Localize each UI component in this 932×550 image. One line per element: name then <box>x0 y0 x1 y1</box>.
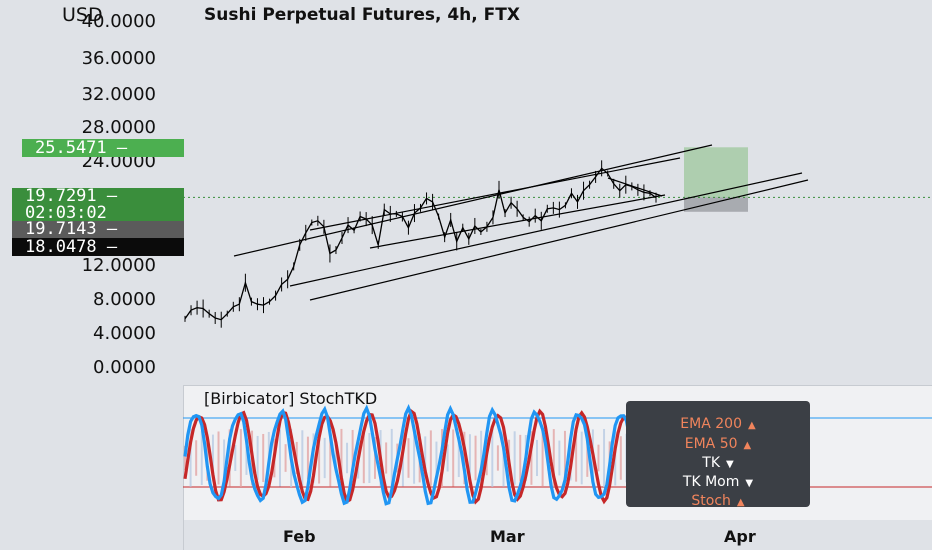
y-tick-label: 40.0000 <box>81 11 156 29</box>
trendline <box>369 194 666 249</box>
y-tick-label: 36.0000 <box>81 48 156 69</box>
triangle-up-icon: ▲ <box>736 497 745 508</box>
indicator-axis-area <box>0 385 183 520</box>
trendline <box>233 144 713 257</box>
y-tick-label: 12.0000 <box>81 255 156 276</box>
legend-item-ema-50[interactable]: EMA 50 ▲ <box>626 436 810 452</box>
candle-countdown: 02:03:02 <box>25 203 107 223</box>
triangle-up-icon: ▲ <box>743 440 752 451</box>
highlight-price-tag[interactable]: 25.5471 – <box>22 139 184 157</box>
y-tick-label: 0.0000 <box>93 357 156 378</box>
y-tick-label: 8.0000 <box>93 289 156 310</box>
y-tick-label: 4.0000 <box>93 323 156 344</box>
x-tick-label: Apr <box>724 527 756 546</box>
current-price-tag[interactable]: 19.7291 –02:03:02 <box>12 188 184 222</box>
legend-label: Stoch <box>691 493 731 509</box>
chart-title: Sushi Perpetual Futures, 4h, FTX <box>204 5 520 25</box>
y-tick-label: 32.0000 <box>81 84 156 105</box>
stoch-slow-line <box>183 408 634 505</box>
axis-divider <box>183 385 184 550</box>
indicator-legend-panel: EMA 200 ▲ EMA 50 ▲ TK ▼ TK Mom ▼ Stoch ▲ <box>626 401 810 509</box>
time-axis[interactable] <box>0 520 932 550</box>
indicator-title[interactable]: [Birbicator] StochTKD <box>204 389 378 408</box>
triangle-up-icon: ▲ <box>747 420 756 431</box>
trendline <box>309 157 681 231</box>
legend-label: EMA 50 <box>684 436 738 452</box>
triangle-down-icon: ▼ <box>745 478 754 489</box>
position-price-tag[interactable]: 19.7143 – <box>12 221 184 238</box>
legend-item-ema-200[interactable]: EMA 200 ▲ <box>626 416 810 432</box>
legend-label: TK Mom <box>682 474 740 490</box>
currency-label: USD <box>62 4 103 26</box>
target-zone <box>684 147 748 198</box>
stop-zone <box>684 197 748 212</box>
stoch-fast-line <box>183 403 634 506</box>
legend-item-tk-mom[interactable]: TK Mom ▼ <box>626 474 810 490</box>
legend-label: TK <box>702 455 721 471</box>
legend-item-tk[interactable]: TK ▼ <box>626 455 810 471</box>
triangle-down-icon: ▼ <box>726 459 734 470</box>
y-tick-label: 28.0000 <box>81 117 156 138</box>
trendline <box>289 172 803 287</box>
legend-item-stoch[interactable]: Stoch ▲ <box>626 493 810 509</box>
x-tick-label: Feb <box>283 527 316 546</box>
trendline <box>607 177 663 197</box>
legend-label: EMA 200 <box>680 416 742 432</box>
x-tick-label: Mar <box>490 527 525 546</box>
trendline <box>309 179 809 301</box>
pane-divider[interactable] <box>183 385 932 386</box>
stop-price-tag[interactable]: 18.0478 – <box>12 238 184 256</box>
